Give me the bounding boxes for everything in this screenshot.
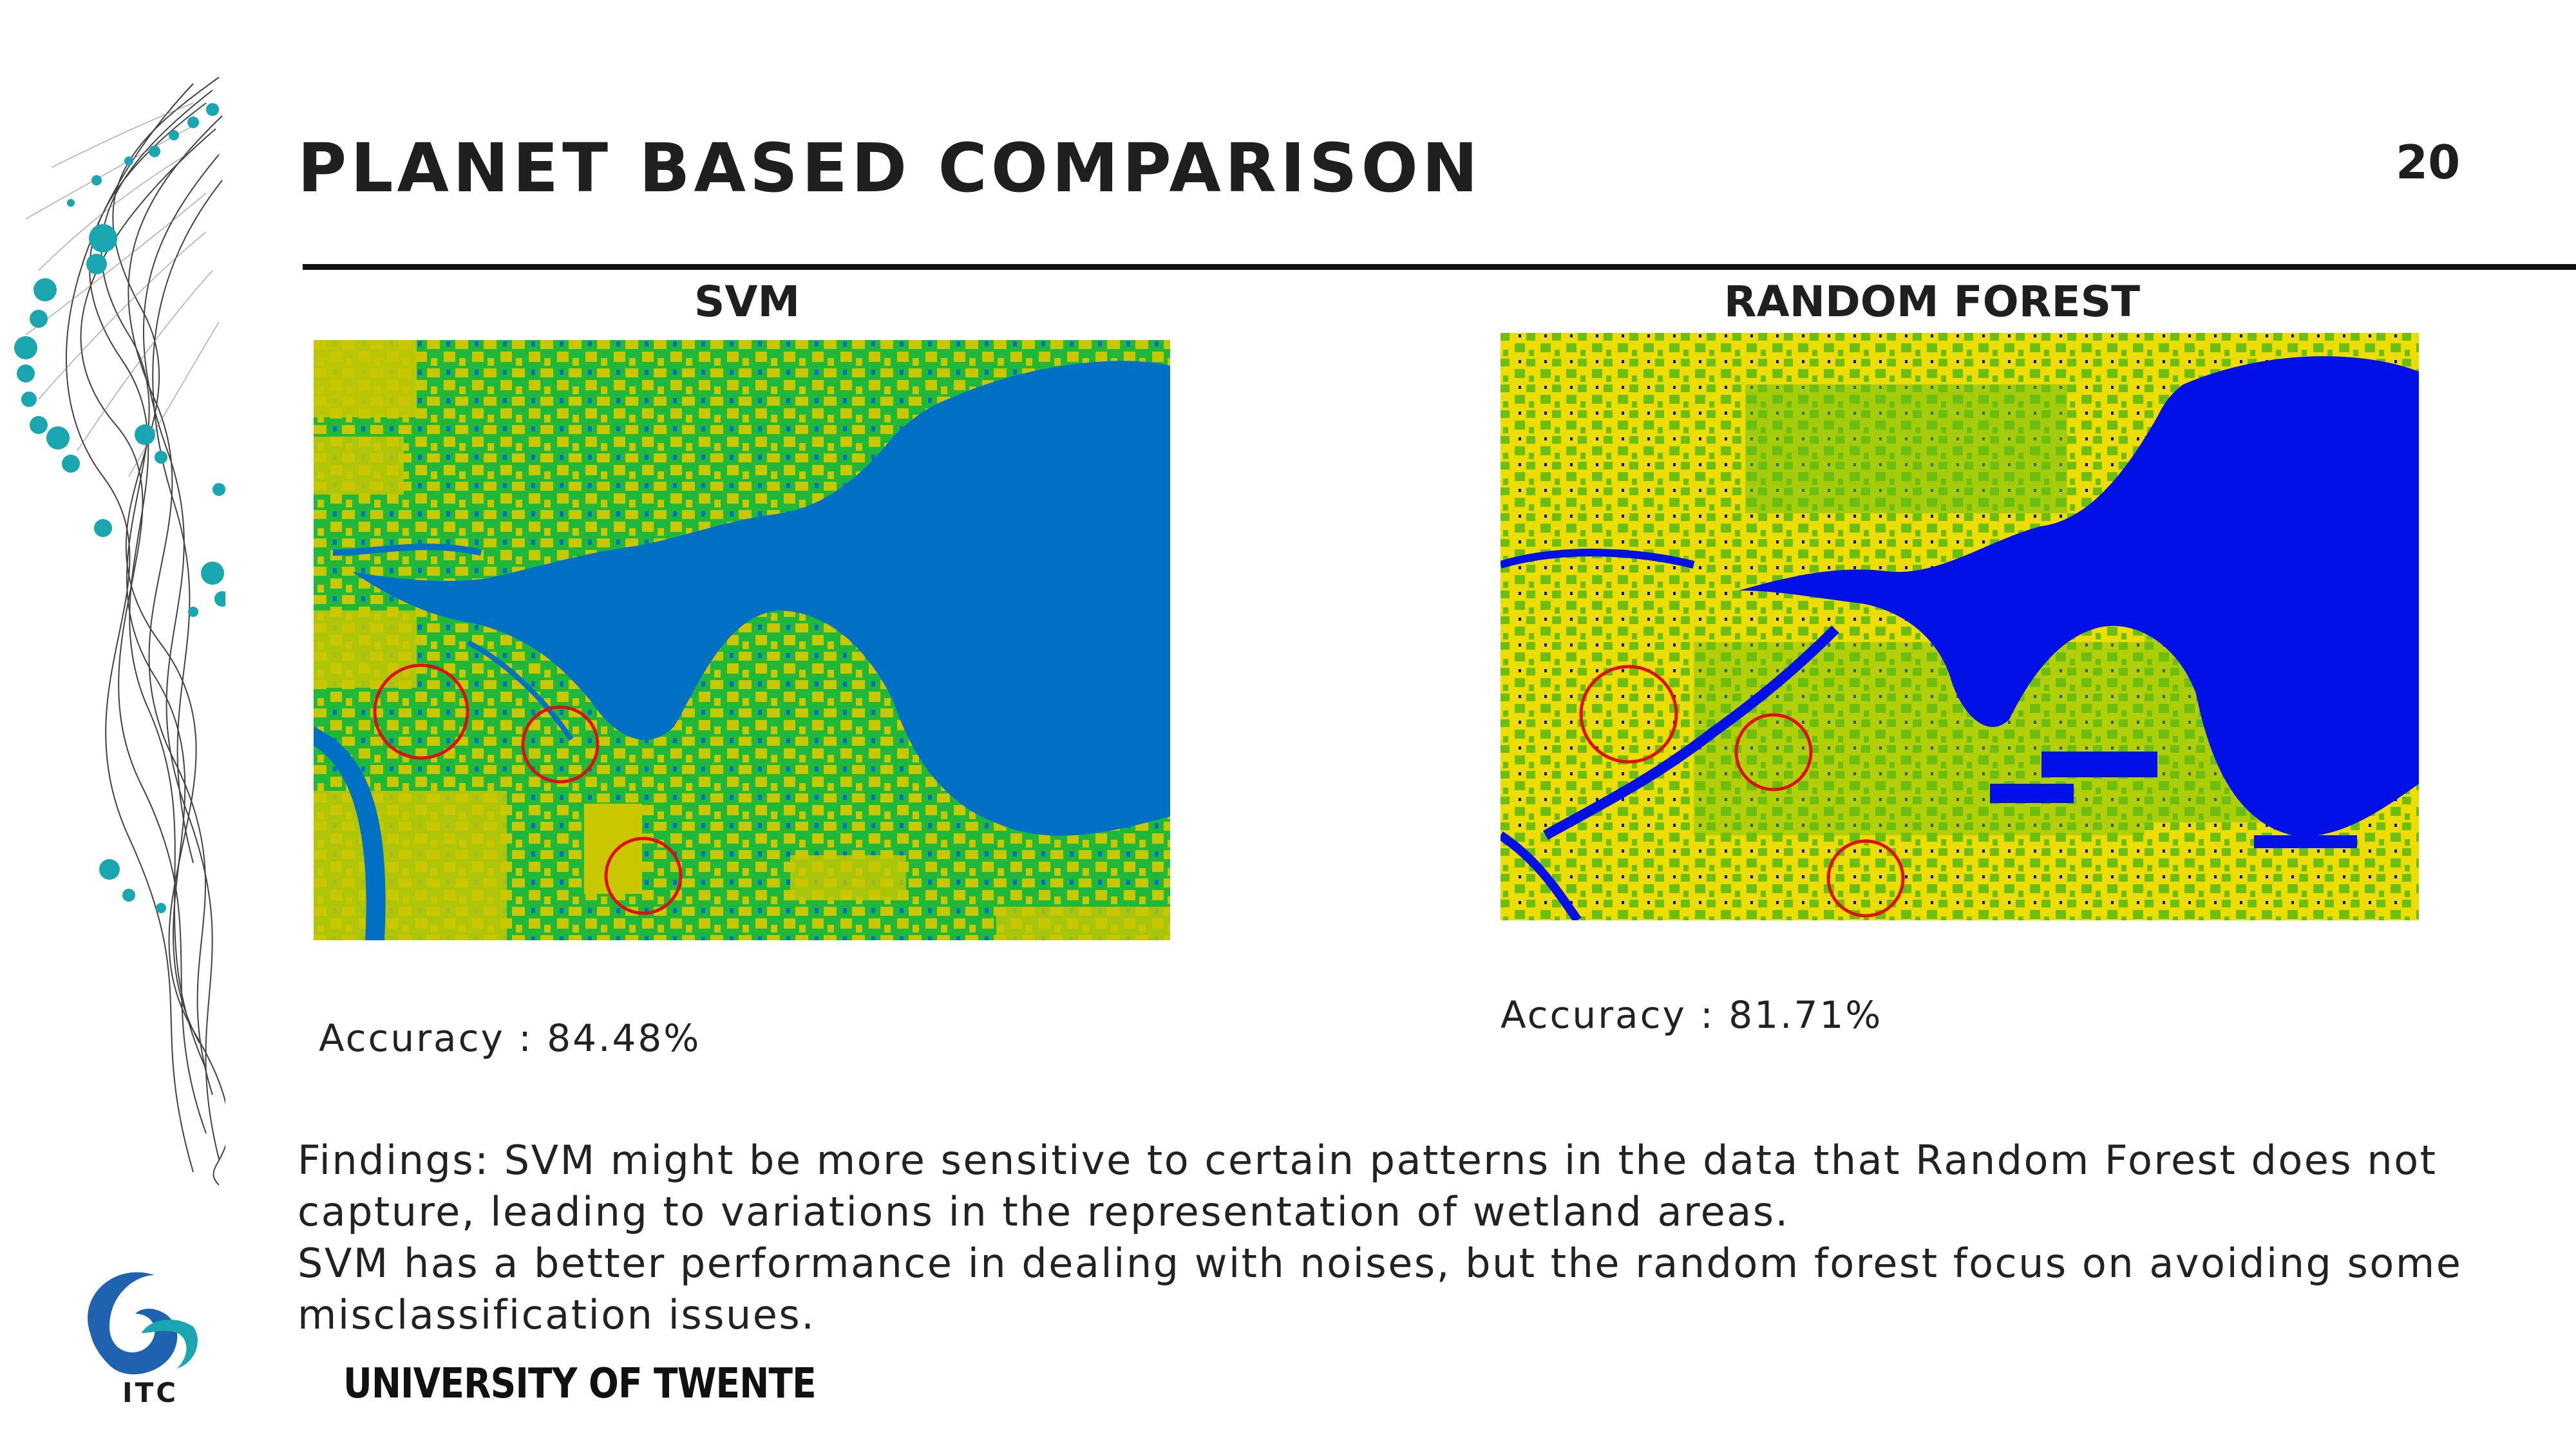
svm-heading: SVM — [694, 277, 800, 327]
page-number: 20 — [2396, 135, 2461, 189]
random-forest-classification-map — [1501, 333, 2419, 920]
random-forest-accuracy: Accuracy : 81.71% — [1501, 993, 1883, 1037]
decorative-network-graphic — [14, 77, 225, 1186]
findings-line-2: SVM has a better performance in dealing … — [298, 1240, 2463, 1338]
university-of-twente-logo: UNIVERSITY OF TWENTE — [343, 1360, 817, 1408]
svm-accuracy: Accuracy : 84.48% — [319, 1016, 701, 1060]
page-title: PLANET BASED COMPARISON — [298, 129, 1482, 207]
findings-line-1: Findings: SVM might be more sensitive to… — [298, 1137, 2438, 1235]
svm-classification-map — [314, 340, 1170, 940]
itc-swirl-logo-icon — [88, 1272, 198, 1375]
random-forest-heading: RANDOM FOREST — [1723, 277, 2141, 327]
itc-logo-text: ITC — [122, 1377, 179, 1408]
findings-text: Findings: SVM might be more sensitive to… — [298, 1135, 2474, 1341]
title-divider — [303, 264, 2576, 270]
